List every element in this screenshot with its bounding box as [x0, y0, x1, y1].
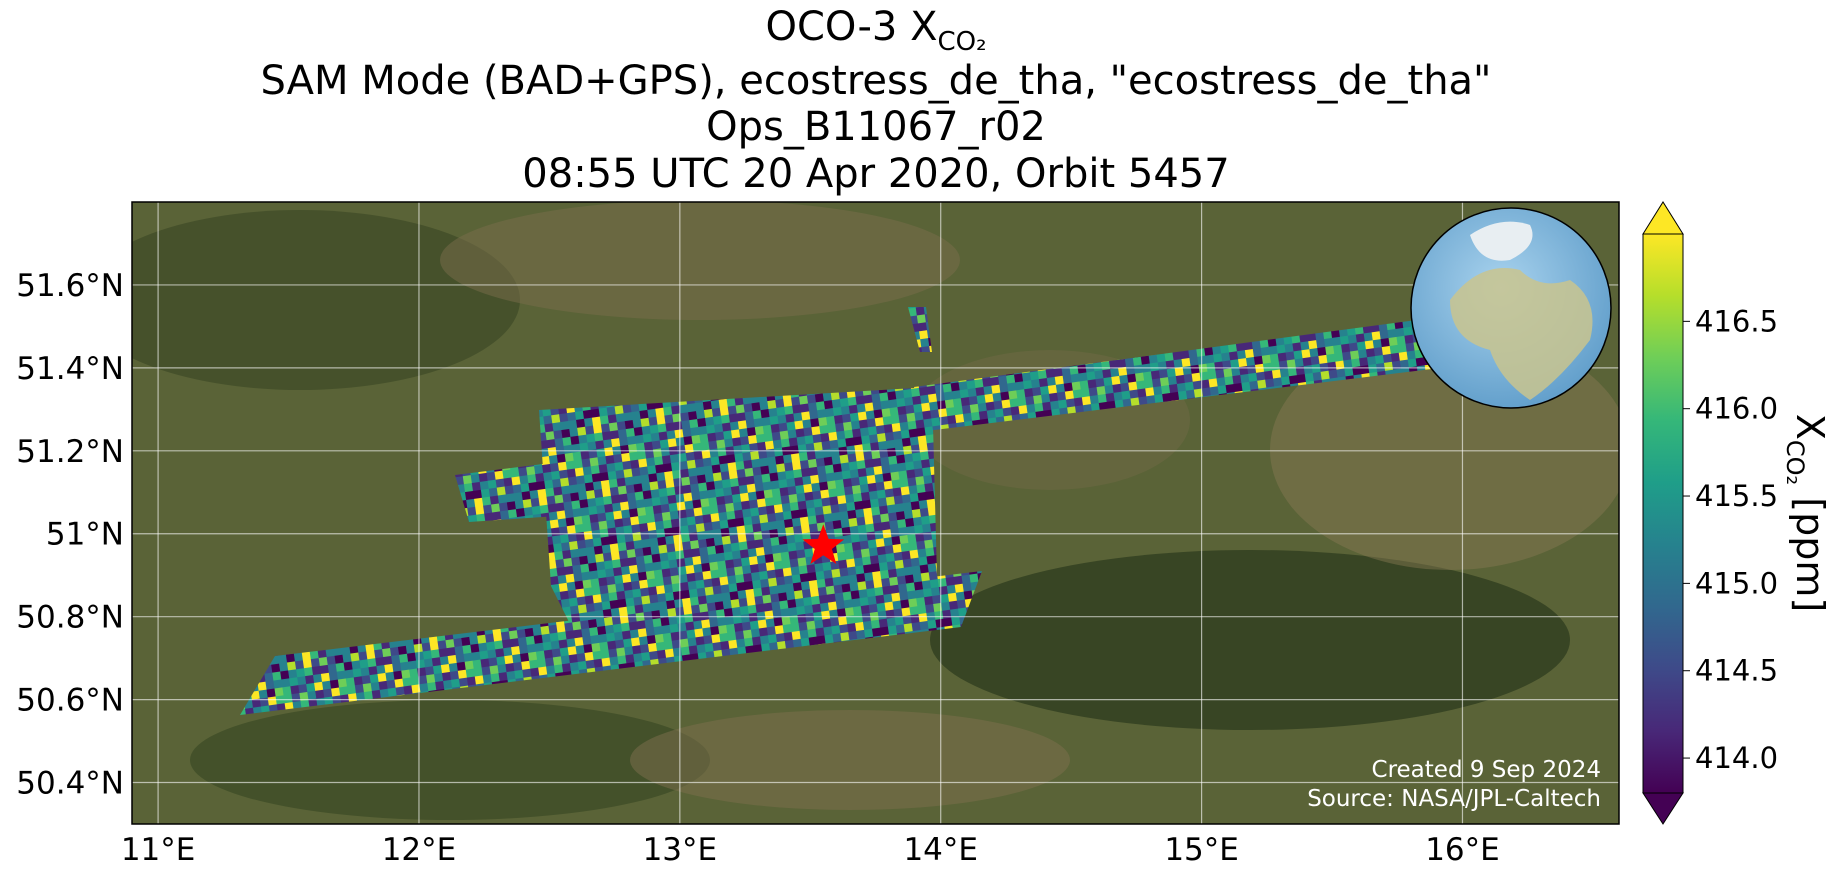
y-tick-label: 50.8°N: [16, 600, 124, 636]
colorbar-tick-label: 416.5: [1695, 304, 1778, 338]
colorbar-label-part: CO₂: [1781, 440, 1809, 485]
x-tick-label: 11°E: [121, 832, 196, 868]
x-tick-label: 13°E: [643, 832, 718, 868]
y-tick-label: 51.4°N: [16, 351, 124, 387]
map-area: [132, 202, 1619, 824]
x-tick-label: 15°E: [1164, 832, 1239, 868]
swath: [240, 307, 1432, 715]
credit: Source: NASA/JPL-Caltech: [1307, 786, 1601, 812]
y-tick-label: 51.2°N: [16, 434, 124, 470]
y-tick-label: 50.6°N: [16, 683, 124, 719]
colorbar-tick-label: 415.5: [1695, 479, 1778, 513]
credit: Created 9 Sep 2024: [1372, 757, 1601, 783]
x-tick-label: 12°E: [382, 832, 457, 868]
colorbar-label-part: X: [1788, 414, 1832, 440]
x-tick-label: 16°E: [1425, 832, 1500, 868]
y-tick-label: 51.6°N: [16, 268, 124, 304]
title-line: SAM Mode (BAD+GPS), ecostress_de_tha, "e…: [261, 58, 1492, 104]
y-tick-label: 51°N: [46, 517, 124, 553]
target-star: [802, 524, 845, 564]
map-frame: [131, 201, 1620, 825]
title-line: 08:55 UTC 20 Apr 2020, Orbit 5457: [522, 151, 1229, 197]
title-line: OCO-3 XCO₂: [765, 4, 986, 57]
colorbar-tick-label: 414.5: [1695, 654, 1778, 688]
colorbar-tick-label: 415.0: [1695, 566, 1778, 600]
colorbar: [1642, 233, 1684, 794]
y-tick-label: 50.4°N: [16, 766, 124, 802]
colorbar-label-part: [ppm]: [1788, 485, 1832, 612]
colorbar-tick-label: 414.0: [1695, 741, 1778, 775]
colorbar-extend-bottom: [1642, 792, 1684, 825]
colorbar-extend-top: [1642, 201, 1684, 235]
title-line: Ops_B11067_r02: [706, 104, 1046, 150]
x-tick-label: 14°E: [903, 832, 978, 868]
globe-inset: [1410, 207, 1612, 409]
colorbar-label: XCO₂ [ppm]: [1781, 414, 1832, 612]
colorbar-tick-label: 416.0: [1695, 392, 1778, 426]
